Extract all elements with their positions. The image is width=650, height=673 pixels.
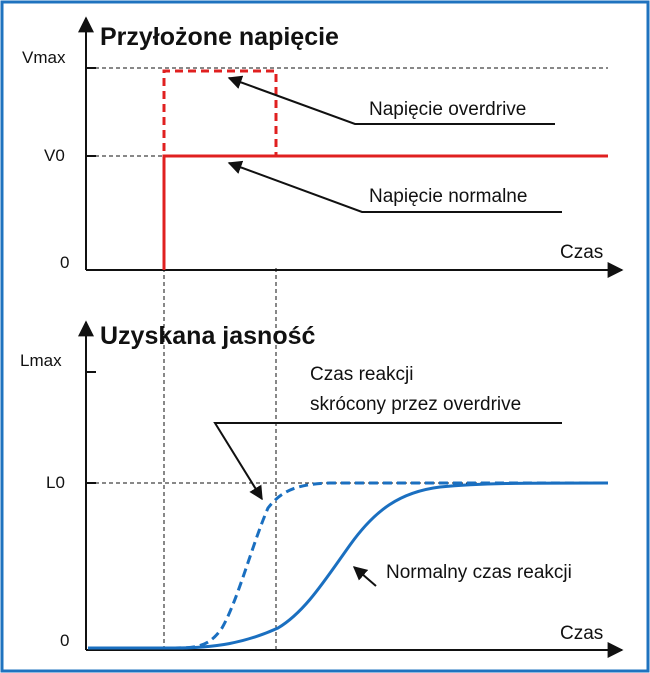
top-tick-label-zero: 0 bbox=[60, 253, 69, 272]
overdrive-response-label-line1: Czas reakcji bbox=[310, 364, 413, 385]
bottom-panel-title: Uzyskana jasność bbox=[100, 322, 315, 350]
normal-voltage-curve bbox=[162, 154, 608, 270]
bottom-tick-label-lmax: Lmax bbox=[20, 351, 62, 370]
normal-luminance-curve bbox=[88, 481, 609, 650]
top-x-axis-label: Czas bbox=[560, 242, 603, 263]
bottom-x-axis-label: Czas bbox=[560, 623, 603, 644]
top-tick-label-vmax: Vmax bbox=[22, 48, 66, 67]
overdrive-luminance-curve bbox=[88, 481, 608, 650]
bottom-tick-label-zero: 0 bbox=[60, 631, 69, 650]
bottom-tick-label-l0: L0 bbox=[46, 473, 65, 492]
top-panel-title: Przyłożone napięcie bbox=[100, 23, 339, 51]
overdrive-voltage-leader bbox=[227, 75, 555, 125]
normal-voltage-label: Napięcie normalne bbox=[369, 186, 527, 207]
top-tick-label-v0: V0 bbox=[44, 146, 65, 165]
normal-response-leader bbox=[352, 566, 377, 587]
overdrive-response-leader bbox=[213, 422, 562, 501]
overdrive-response-label-line2: skrócony przez overdrive bbox=[310, 394, 521, 415]
overdrive-voltage-label: Napięcie overdrive bbox=[369, 99, 526, 120]
normal-response-label: Normalny czas reakcji bbox=[386, 562, 572, 583]
normal-voltage-leader bbox=[227, 160, 562, 213]
